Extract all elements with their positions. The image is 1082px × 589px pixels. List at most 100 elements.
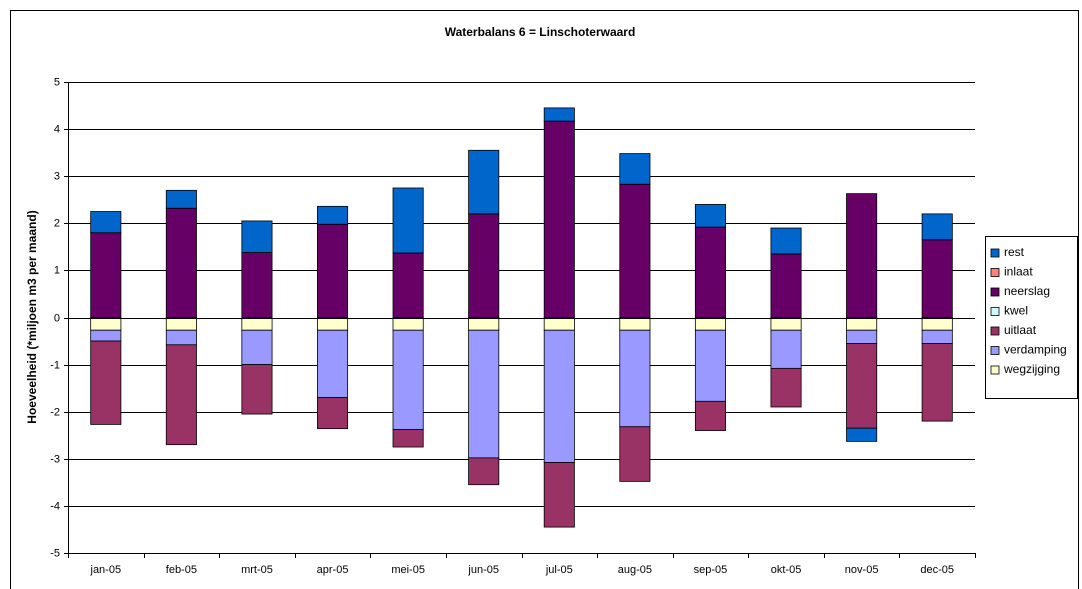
bar-segment xyxy=(846,193,878,318)
bar-segment xyxy=(468,317,500,331)
bar-segment xyxy=(241,220,273,253)
bar-segment xyxy=(90,329,122,342)
bar-segment xyxy=(694,226,726,318)
bar-segment xyxy=(392,317,424,331)
y-tick-label: 1 xyxy=(54,264,60,276)
x-tick-label: dec-05 xyxy=(920,564,954,576)
legend-label: kwel xyxy=(1004,304,1028,318)
x-tick-label: aug-05 xyxy=(618,564,652,576)
y-tick-label: 4 xyxy=(54,123,60,135)
x-tick-label: sep-05 xyxy=(694,564,728,576)
legend-swatch xyxy=(990,268,1000,277)
bar-segment xyxy=(317,205,349,225)
bar-segment xyxy=(921,239,953,318)
x-tick-label: jan-05 xyxy=(90,564,122,576)
bar-segment xyxy=(90,340,122,425)
y-axis-label: Hoeveelheid (*miljoen m3 per maand) xyxy=(25,210,39,423)
bar-segment xyxy=(770,329,802,369)
bar-segment xyxy=(543,329,575,463)
bar-segment xyxy=(619,183,651,318)
x-tick-label: jul-05 xyxy=(545,564,573,576)
x-tick-label: apr-05 xyxy=(317,564,349,576)
bar-segment xyxy=(241,329,273,366)
legend-swatch xyxy=(990,326,1000,336)
bar-segment xyxy=(468,329,500,459)
bar-segment xyxy=(165,329,197,346)
x-tick-label: nov-05 xyxy=(845,564,879,576)
bar-segment xyxy=(846,317,878,331)
y-tick-label: 2 xyxy=(54,217,60,229)
bar-segment xyxy=(468,213,500,318)
bar-segment xyxy=(770,317,802,331)
x-tick-label: mrt-05 xyxy=(241,564,273,576)
x-tick-label: mei-05 xyxy=(391,564,425,576)
legend-swatch xyxy=(990,307,1000,316)
y-tick-label: -1 xyxy=(50,359,60,371)
legend-label: wegzijging xyxy=(1003,362,1060,376)
bar-segment xyxy=(619,317,651,331)
bar-segment xyxy=(165,189,197,209)
bar-segment xyxy=(468,457,500,486)
legend-swatch xyxy=(990,365,1000,375)
bar-segment xyxy=(317,317,349,331)
bar-segment xyxy=(543,120,575,318)
x-tick-label: okt-05 xyxy=(771,564,802,576)
y-tick-label: -4 xyxy=(50,500,60,512)
bar-segment xyxy=(921,329,953,344)
y-tick-label: 3 xyxy=(54,170,60,182)
bar-segment xyxy=(846,427,878,442)
bar-segment xyxy=(619,426,651,482)
x-tick-label: jun-05 xyxy=(467,564,499,576)
bar-segment xyxy=(921,343,953,422)
bar-segment xyxy=(241,252,273,318)
y-tick-label: -2 xyxy=(50,406,60,418)
x-tick-label: feb-05 xyxy=(166,564,197,576)
legend-label: verdamping xyxy=(1004,343,1067,357)
bar-segment xyxy=(165,344,197,446)
plot-area xyxy=(68,82,975,553)
bar-segment xyxy=(90,232,122,318)
legend-swatch xyxy=(990,287,1000,297)
bar-segment xyxy=(543,107,575,122)
bar-segment xyxy=(90,211,122,234)
chart-title: Waterbalans 6 = Linschoterwaard xyxy=(445,25,636,39)
bar-segment xyxy=(921,213,953,241)
bar-segment xyxy=(770,253,802,318)
bar-segment xyxy=(694,329,726,402)
legend-swatch xyxy=(990,248,1000,258)
bar-segment xyxy=(921,317,953,331)
bar-segment xyxy=(619,153,651,185)
bar-segment xyxy=(241,317,273,331)
y-tick-label: -3 xyxy=(50,453,60,465)
bar-segment xyxy=(694,204,726,228)
legend-swatch xyxy=(990,346,1000,355)
bar-segment xyxy=(392,187,424,254)
y-tick-label: 0 xyxy=(54,312,60,324)
bar-segment xyxy=(846,343,878,429)
bar-segment xyxy=(770,227,802,255)
legend-label: uitlaat xyxy=(1004,323,1037,337)
bar-segment xyxy=(468,149,500,215)
legend xyxy=(985,236,1078,399)
bar-segment xyxy=(165,207,197,318)
bar-segment xyxy=(241,364,273,415)
bar-segment xyxy=(165,317,197,331)
bar-segment xyxy=(392,252,424,318)
bar-segment xyxy=(770,367,802,408)
bar-segment xyxy=(694,317,726,331)
bar-segment xyxy=(392,329,424,430)
bar-segment xyxy=(90,317,122,331)
bar-segment xyxy=(317,329,349,398)
legend-label: rest xyxy=(1004,245,1025,259)
bar-segment xyxy=(392,429,424,448)
bar-segment xyxy=(543,462,575,528)
bar-segment xyxy=(694,400,726,431)
bar-segment xyxy=(619,329,651,428)
bar-segment xyxy=(317,223,349,318)
y-tick-label: 5 xyxy=(54,76,60,88)
legend-label: inlaat xyxy=(1004,265,1033,279)
bar-segment xyxy=(846,329,878,344)
bar-segment xyxy=(317,397,349,430)
bar-segment xyxy=(543,317,575,331)
